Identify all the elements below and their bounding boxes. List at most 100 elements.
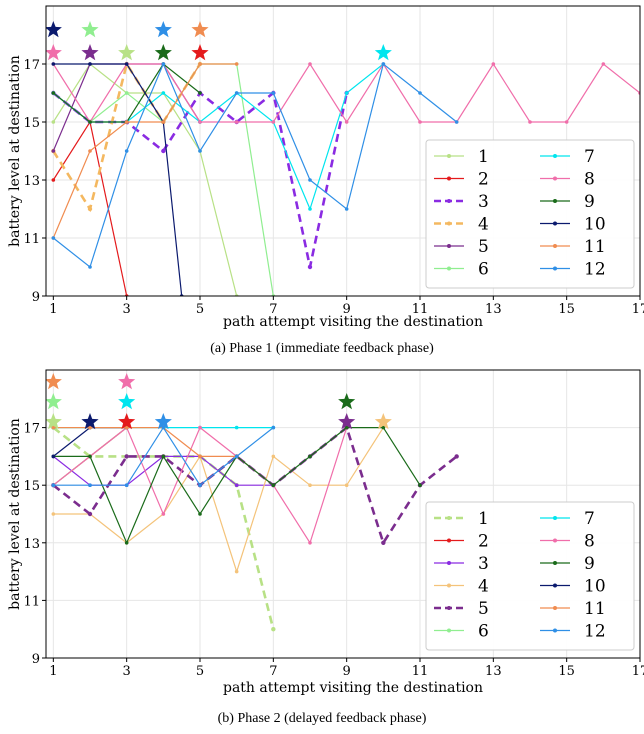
series-line-11: [52, 63, 237, 239]
legend-label-11: 11: [584, 237, 606, 257]
data-point-9: [88, 120, 92, 124]
data-point-9: [198, 512, 202, 516]
legend-label-1: 1: [478, 509, 489, 529]
data-point-12: [88, 483, 92, 488]
data-point-9: [88, 454, 92, 459]
x-tick-label: 15: [558, 664, 575, 679]
legend-label-10: 10: [584, 215, 606, 235]
data-point-7: [308, 207, 312, 211]
data-point-8: [198, 120, 202, 124]
series-line-7: [52, 63, 384, 211]
star-marker: [118, 393, 136, 410]
legend-marker-9: [553, 199, 557, 203]
legend-marker-11: [553, 244, 557, 248]
y-tick-label: 13: [23, 537, 40, 552]
data-point-9: [124, 541, 129, 545]
data-point-12: [344, 207, 349, 211]
data-point-8: [198, 425, 202, 430]
axes-frame: [45, 369, 641, 659]
data-point-12: [88, 265, 92, 269]
star-marker: [118, 413, 136, 430]
star-marker: [154, 44, 172, 61]
chart-panel-1: 1357911131517911131517path attempt visit…: [7, 5, 644, 356]
data-point-4: [234, 569, 239, 574]
x-tick-label: 15: [558, 302, 575, 317]
data-point-8: [234, 120, 239, 124]
star-marker: [338, 393, 356, 410]
legend-marker-5: [447, 244, 451, 248]
x-axis-label: path attempt visiting the destination: [223, 314, 483, 330]
star-marker: [191, 21, 209, 38]
data-point-4: [87, 206, 93, 212]
data-point-3: [234, 483, 239, 488]
star-marker: [191, 44, 209, 61]
axes-frame: [45, 5, 641, 297]
x-tick-label: 3: [123, 302, 131, 317]
x-axis-label: path attempt visiting the destination: [223, 680, 483, 696]
series-line-4: [52, 60, 202, 213]
data-point-12: [161, 62, 166, 66]
data-point-12: [234, 91, 239, 95]
data-point-12: [381, 62, 386, 66]
x-tick-label: 9: [343, 302, 351, 317]
legend-marker-12: [553, 266, 557, 271]
star-marker: [154, 413, 172, 430]
star-marker: [81, 21, 99, 38]
x-tick-label: 7: [269, 302, 277, 317]
legend-label-2: 2: [478, 532, 489, 552]
figure-caption: (b) Phase 2 (delayed feedback phase): [218, 711, 427, 726]
x-tick-label: 7: [269, 664, 277, 679]
x-tick-label: 17: [632, 664, 644, 679]
legend-marker-12: [553, 628, 557, 633]
data-point-12: [198, 149, 202, 153]
plot-area: [46, 373, 459, 632]
data-point-8: [528, 120, 532, 124]
data-point-10: [51, 454, 56, 459]
data-point-12: [161, 425, 166, 430]
data-point-5: [87, 511, 93, 517]
y-tick-label: 11: [23, 232, 40, 247]
legend-marker-1: [447, 516, 451, 520]
data-point-11: [88, 149, 92, 153]
legend-marker-3: [447, 561, 451, 565]
y-tick-label: 11: [23, 594, 40, 609]
legend-box: [425, 139, 635, 289]
star-marker: [46, 413, 62, 430]
data-point-12: [418, 91, 422, 95]
legend-label-3: 3: [478, 554, 489, 574]
data-point-4: [308, 483, 312, 488]
data-point-12: [124, 483, 129, 488]
data-point-9: [418, 483, 422, 488]
legend-label-2: 2: [478, 170, 489, 190]
star-marker: [374, 413, 392, 430]
data-point-12: [124, 149, 129, 153]
y-tick-label: 15: [23, 479, 40, 494]
data-point-11: [124, 120, 129, 124]
data-point-11: [124, 425, 129, 430]
data-point-7: [344, 91, 349, 95]
data-point-5: [454, 454, 459, 459]
data-point-12: [198, 483, 202, 488]
chart-panel-2: 1357911131517911131517path attempt visit…: [7, 369, 644, 726]
legend-label-11: 11: [584, 599, 606, 619]
legend-label-5: 5: [478, 599, 489, 619]
data-point-8: [564, 120, 569, 124]
legend-marker-9: [553, 561, 557, 565]
data-point-8: [308, 62, 312, 66]
series-line-4: [53, 427, 384, 574]
data-point-12: [454, 120, 459, 124]
y-tick-label: 9: [32, 290, 40, 305]
data-point-3: [307, 264, 313, 270]
data-point-11: [161, 120, 166, 124]
data-point-9: [308, 454, 312, 459]
legend-label-6: 6: [478, 260, 489, 280]
data-point-11: [234, 62, 239, 66]
star-marker: [46, 393, 62, 410]
plot-area: [46, 21, 640, 296]
x-tick-label: 17: [632, 302, 644, 317]
star-marker: [338, 413, 356, 430]
legend-label-5: 5: [478, 237, 489, 257]
legend-label-8: 8: [584, 532, 595, 552]
y-axis-label: battery level at destination: [7, 55, 23, 247]
